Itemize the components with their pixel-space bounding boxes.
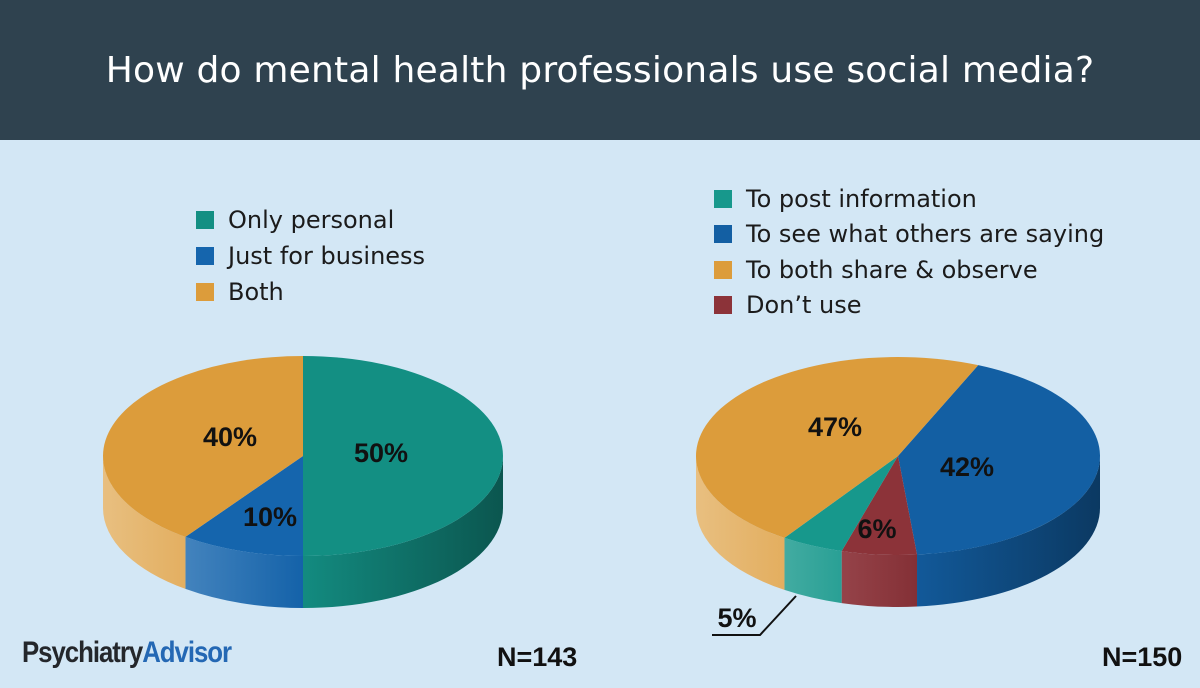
data-label-both: 40% [203,422,257,452]
legend-item: To post information [714,181,1104,217]
legend-swatch [714,189,732,208]
legend-item: Don’t use [714,288,1104,324]
legend-label: Don’t use [746,291,862,320]
pie-labels: 50% 10% 40% [203,422,408,532]
pie-labels: 42% 6% 5% 47% [712,412,994,636]
data-label-to-post-information: 5% [717,603,756,633]
pie-slice-only-personal [303,356,503,556]
pie-slice-to-post-information [784,456,898,552]
pie-slice-to-see-what-others-are-saying [898,365,1100,555]
pie-side-walls [103,456,503,608]
data-label-to-see-what-others-are-saying: 42% [940,452,994,482]
pie-charts: 50% 10% 40% 42% 6% 5% 47% [103,356,1100,636]
header-bar: How do mental health professionals use s… [0,0,1200,140]
pie-side-don-t-use [841,551,918,607]
legend-item: To see what others are saying [714,217,1104,253]
legend-label: To post information [746,184,977,213]
legend-swatch [196,211,214,229]
sample-size-label: N=150 [1102,642,1183,672]
legend-swatch [714,225,732,244]
legend-item: Only personal [196,202,425,238]
legend-chart-1: Only personal Just for business Both [196,202,425,310]
legend-item: Just for business [196,238,425,274]
pie-slice-don-t-use [841,456,918,555]
pie-side-just-for-business [185,536,303,608]
pie-side-only-personal [303,456,503,608]
pie-side-both [103,456,186,589]
legend-swatch [714,260,732,279]
legend-swatch [196,247,214,265]
pie-side-to-both-share-observe [695,456,785,590]
pie-side-walls [695,456,1100,607]
legend-label: Only personal [228,206,395,234]
brand-text-advisor: Advisor [142,636,232,669]
page-title: How do mental health professionals use s… [105,49,1095,91]
legend-label: Both [228,278,284,306]
label-leader-line [712,595,797,636]
data-label-don-t-use: 6% [857,514,896,544]
pie-slice-just-for-business [185,456,303,556]
legend-label: To see what others are saying [746,220,1105,249]
data-label-only-personal: 50% [354,438,408,468]
data-label-just-for-business: 10% [243,502,297,532]
sample-size-label: N=143 [497,642,578,672]
pie-top [103,356,503,556]
pie-slice-to-both-share-observe [696,357,979,538]
brand-text-psychiatry: Psychiatry [22,636,143,669]
brand-logo: PsychiatryAdvisor [22,636,232,670]
pie-side-to-post-information [784,537,842,604]
legend-label: Just for business [228,242,426,270]
legend-item: Both [196,274,425,310]
pie-top [696,357,1100,555]
legend-chart-2: To post information To see what others a… [714,181,1104,323]
legend-swatch [714,296,732,315]
legend-item: To both share & observe [714,252,1104,288]
data-label-to-both-share-observe: 47% [808,412,862,442]
legend-label: To both share & observe [746,255,1038,284]
pie-slice-both [103,356,303,537]
pie-chart-purpose: 42% 6% 5% 47% [695,357,1100,636]
pie-chart-usage: 50% 10% 40% [103,356,503,608]
legend-swatch [196,283,214,301]
pie-side-to-see-what-others-are-saying [917,456,1100,607]
